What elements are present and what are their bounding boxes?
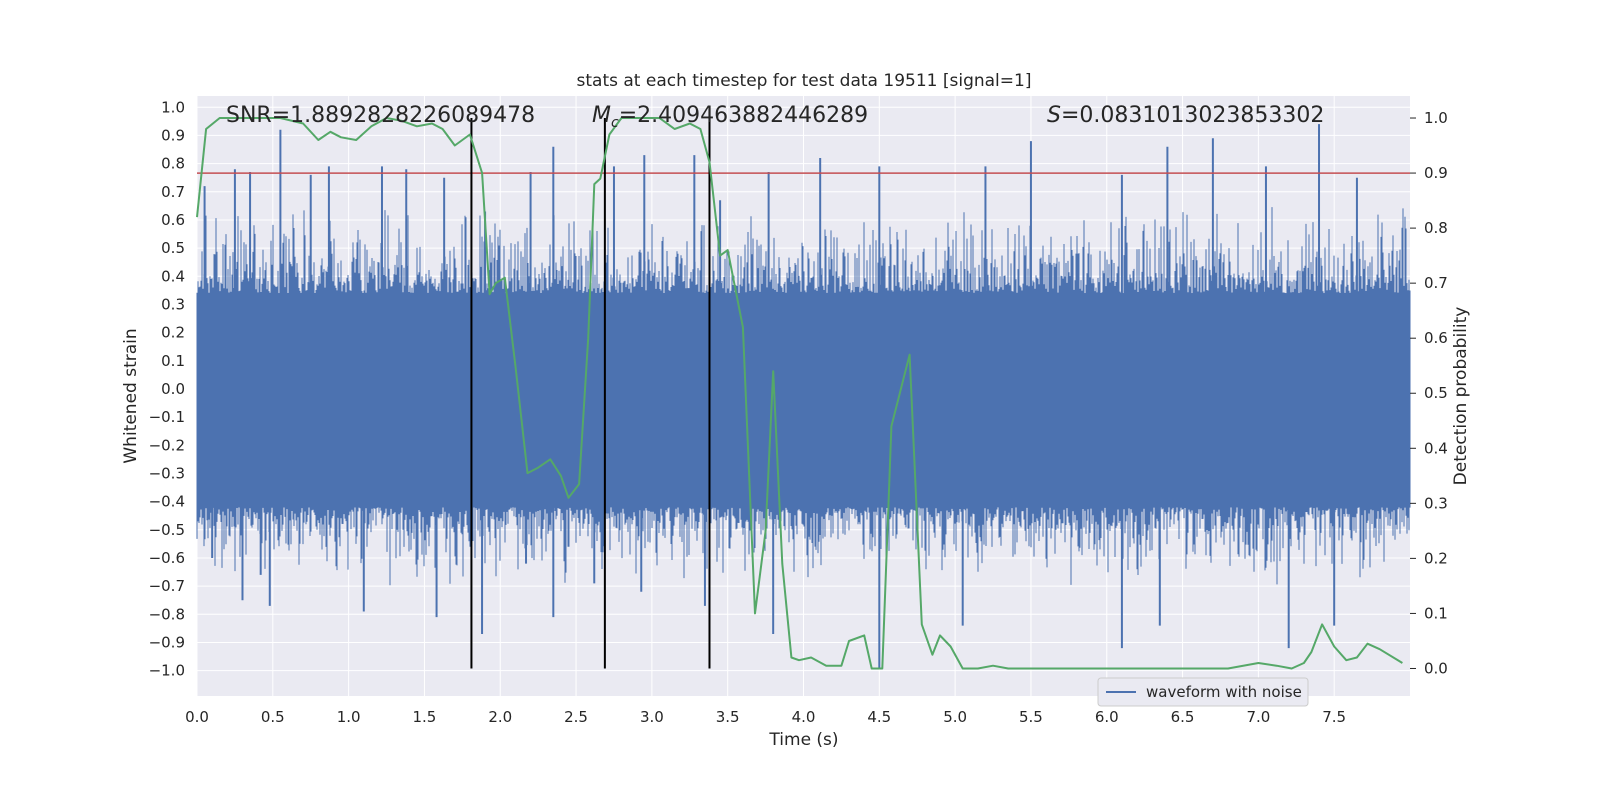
y-left-tick-label: 0.1	[161, 352, 185, 370]
x-tick-label: 2.0	[488, 708, 512, 726]
y-right-tick-label: 0.6	[1424, 329, 1448, 347]
s-value: =0.0831013023853302	[1061, 103, 1324, 128]
y-right-tick-label: 1.0	[1424, 109, 1448, 127]
legend-label: waveform with noise	[1146, 683, 1302, 701]
y-left-tick-label: −0.2	[149, 436, 185, 454]
y-left-tick-label: −0.3	[149, 464, 185, 482]
x-tick-label: 7.5	[1322, 708, 1346, 726]
x-tick-label: 5.0	[943, 708, 967, 726]
x-tick-label: 7.0	[1246, 708, 1270, 726]
y-left-tick-label: 0.8	[161, 155, 185, 173]
y-left-tick-label: −0.6	[149, 549, 185, 567]
y-left-tick-label: 0.6	[161, 211, 185, 229]
snr-annotation: SNR=1.8892828226089478	[226, 103, 535, 128]
x-tick-label: 5.5	[1019, 708, 1043, 726]
y-right-tick-label: 0.4	[1424, 439, 1448, 457]
y-left-tick-label: −1.0	[149, 662, 185, 680]
y-axis-label-right: Detection probability	[1451, 307, 1471, 486]
chirp-mass-value: =2.409463882446289	[619, 103, 868, 128]
y-right-tick-label: 0.0	[1424, 659, 1448, 677]
chart-title: stats at each timestep for test data 195…	[577, 71, 1032, 91]
y-left-tick-label: 0.5	[161, 239, 185, 257]
y-left-tick-label: 0.2	[161, 324, 185, 342]
x-tick-label: 6.5	[1171, 708, 1195, 726]
y-right-tick-label: 0.7	[1424, 274, 1448, 292]
s-symbol: S	[1047, 103, 1061, 128]
waveform-noise	[196, 124, 1411, 668]
x-tick-label: 1.5	[413, 708, 437, 726]
chirp-mass-annotation: Mc=2.409463882446289	[592, 103, 868, 131]
legend-box	[1097, 677, 1309, 707]
chirp-mass-symbol: M	[592, 103, 611, 128]
y-left-tick-label: −0.5	[149, 521, 185, 539]
s-annotation: S=0.0831013023853302	[1047, 103, 1324, 128]
x-tick-label: 0.5	[261, 708, 285, 726]
y-left-tick-label: −0.9	[149, 633, 185, 651]
y-left-tick-label: −0.7	[149, 577, 185, 595]
x-tick-label: 3.0	[640, 708, 664, 726]
x-axis-label: Time (s)	[768, 730, 838, 750]
waveform-noise-strokes	[196, 207, 1411, 586]
detection-probability-line	[196, 117, 1403, 670]
y-right-tick-label: 0.2	[1424, 549, 1448, 567]
x-tick-label: 3.5	[716, 708, 740, 726]
y-left-tick-label: 0.0	[161, 380, 185, 398]
x-tick-label: 1.0	[337, 708, 361, 726]
x-tick-label: 4.5	[867, 708, 891, 726]
y-left-tick-label: 0.4	[161, 267, 185, 285]
legend: waveform with noise	[1097, 677, 1309, 707]
y-left-tick-label: 0.9	[161, 126, 185, 144]
x-tick-label: 0.0	[185, 708, 209, 726]
y-left-tick-label: −0.8	[149, 605, 185, 623]
y-right-tick-label: 0.1	[1424, 604, 1448, 622]
y-right-tick-label: 0.3	[1424, 494, 1448, 512]
y-axis-label-left: Whitened strain	[121, 328, 141, 463]
x-tick-label: 6.0	[1095, 708, 1119, 726]
x-tick-label: 4.0	[792, 708, 816, 726]
x-tick-label: 2.5	[564, 708, 588, 726]
y-right-tick-label: 0.5	[1424, 384, 1448, 402]
y-left-tick-label: −0.4	[149, 493, 185, 511]
y-right-tick-label: 0.9	[1424, 164, 1448, 182]
y-left-tick-label: 0.7	[161, 183, 185, 201]
y-right-tick-label: 0.8	[1424, 219, 1448, 237]
y-left-tick-label: 0.3	[161, 295, 185, 313]
overlay	[196, 117, 1410, 670]
ticks: 0.0 0.5 1.0 1.5 2.0 2.5 3.0 3.5 4.0 4.5 5.0 5.5 6.0 6…	[149, 98, 1448, 726]
y-left-tick-label: −0.1	[149, 408, 185, 426]
chirp-mass-subscript: c	[611, 115, 619, 131]
y-left-tick-label: 1.0	[161, 98, 185, 116]
